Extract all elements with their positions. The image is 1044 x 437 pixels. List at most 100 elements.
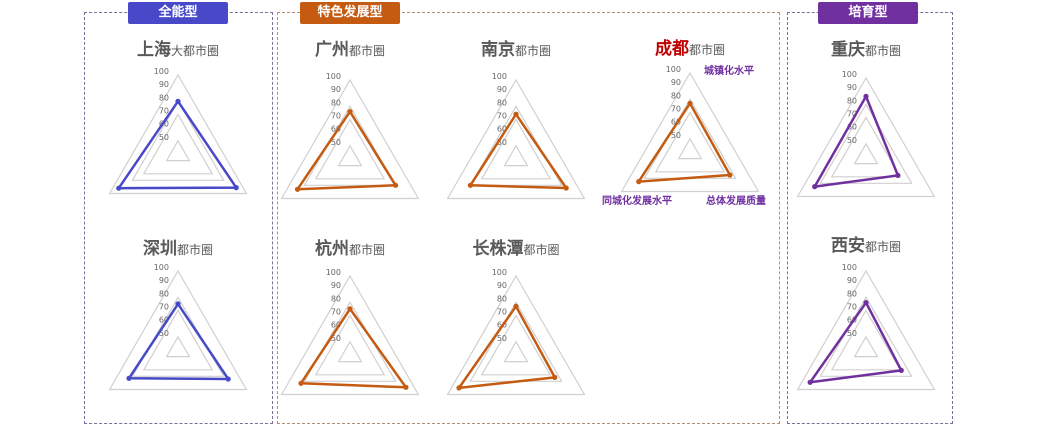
grid-ring-100 bbox=[446, 78, 586, 200]
radar-chart-4: 50 60 70 80 90 100 南京都市圈 bbox=[446, 39, 586, 200]
city-name: 广州 bbox=[315, 39, 349, 60]
data-point-2 bbox=[898, 367, 904, 373]
data-point-1 bbox=[175, 98, 181, 104]
grid-ring-100 bbox=[446, 274, 586, 396]
data-point-1 bbox=[175, 301, 181, 307]
grid-ring-50 bbox=[165, 139, 191, 162]
tick-label-100: 100 bbox=[842, 263, 857, 272]
city-suffix: 都市圈 bbox=[523, 242, 559, 257]
data-point-1 bbox=[347, 109, 353, 115]
radar-chart-6: 50 60 70 80 90 100 杭州都市圈 bbox=[280, 238, 420, 396]
tick-label-90: 90 bbox=[847, 276, 857, 285]
tick-label-50: 50 bbox=[497, 138, 507, 147]
data-point-2 bbox=[552, 374, 558, 380]
tick-label-100: 100 bbox=[666, 65, 681, 74]
tick-label-80: 80 bbox=[331, 98, 341, 107]
tick-label-80: 80 bbox=[671, 91, 681, 100]
tick-label-80: 80 bbox=[159, 289, 169, 298]
grid-ring-50 bbox=[337, 144, 363, 167]
chart-title: 深圳都市圈 bbox=[143, 238, 213, 259]
tick-label-50: 50 bbox=[847, 329, 857, 338]
grid-ring-70 bbox=[480, 118, 552, 180]
city-suffix: 都市圈 bbox=[865, 239, 901, 254]
data-point-2 bbox=[895, 172, 901, 178]
tick-label-60: 60 bbox=[159, 316, 169, 325]
tick-label-60: 60 bbox=[331, 125, 341, 134]
tick-label-70: 70 bbox=[331, 308, 341, 317]
series-line bbox=[469, 112, 568, 190]
city-name: 长株潭 bbox=[472, 238, 523, 259]
grid-ring-50 bbox=[503, 340, 529, 363]
grid-ring-50 bbox=[337, 340, 363, 363]
axis-label-2: 总体发展质量 bbox=[706, 194, 766, 207]
data-point-3 bbox=[116, 185, 122, 191]
data-point-3 bbox=[812, 184, 818, 190]
tick-label-100: 100 bbox=[842, 70, 857, 79]
tick-label-100: 100 bbox=[326, 268, 341, 277]
tick-label-70: 70 bbox=[159, 303, 169, 312]
grid-ring-70 bbox=[142, 309, 214, 371]
tick-label-70: 70 bbox=[159, 107, 169, 116]
grid-ring-70 bbox=[314, 314, 386, 376]
grid-ring-100 bbox=[796, 76, 936, 198]
data-point-3 bbox=[294, 186, 301, 192]
tick-label-100: 100 bbox=[492, 72, 507, 81]
city-name: 南京 bbox=[481, 39, 515, 60]
tick-label-70: 70 bbox=[497, 112, 507, 121]
tick-label-90: 90 bbox=[159, 276, 169, 285]
tick-label-80: 80 bbox=[159, 93, 169, 102]
city-suffix: 都市圈 bbox=[865, 43, 901, 58]
group-tag-comprehensive: 全能型 bbox=[128, 2, 228, 24]
series-line bbox=[457, 305, 557, 390]
data-point-1 bbox=[347, 306, 353, 312]
grid-ring-100 bbox=[108, 73, 248, 195]
grid-ring-70 bbox=[314, 118, 386, 180]
data-point-2 bbox=[225, 376, 231, 382]
grid-ring-100 bbox=[108, 269, 248, 391]
tick-label-50: 50 bbox=[331, 138, 341, 147]
grid-ring-70 bbox=[142, 113, 214, 175]
tick-label-100: 100 bbox=[326, 72, 341, 81]
city-suffix: 都市圈 bbox=[349, 242, 385, 257]
data-point-2 bbox=[393, 182, 399, 188]
chart-title: 重庆都市圈 bbox=[831, 39, 901, 60]
tick-label-80: 80 bbox=[331, 294, 341, 303]
data-point-3 bbox=[126, 375, 132, 381]
tick-label-80: 80 bbox=[497, 98, 507, 107]
tick-label-70: 70 bbox=[847, 110, 857, 119]
tick-label-80: 80 bbox=[497, 294, 507, 303]
city-name: 西安 bbox=[831, 235, 865, 256]
data-point-2 bbox=[233, 185, 239, 191]
series-line bbox=[299, 307, 408, 389]
chart-title: 广州都市圈 bbox=[315, 39, 385, 60]
tick-label-70: 70 bbox=[497, 308, 507, 317]
tick-label-90: 90 bbox=[847, 83, 857, 92]
tick-label-60: 60 bbox=[671, 118, 681, 127]
tick-label-50: 50 bbox=[671, 131, 681, 140]
data-point-1 bbox=[863, 93, 869, 99]
city-name: 杭州 bbox=[315, 238, 349, 259]
radar-chart-9: 50 60 70 80 90 100 西安都市圈 bbox=[796, 235, 936, 391]
grid-ring-50 bbox=[503, 144, 529, 167]
group-tag-featured: 特色发展型 bbox=[300, 2, 400, 24]
grid-ring-100 bbox=[280, 78, 420, 200]
tick-label-70: 70 bbox=[671, 105, 681, 114]
tick-label-100: 100 bbox=[154, 263, 169, 272]
grid-ring-70 bbox=[830, 116, 902, 178]
group-tag-cultivating: 培育型 bbox=[818, 2, 918, 24]
grid-ring-50 bbox=[165, 335, 191, 358]
chart-title: 成都都市圈 bbox=[655, 38, 725, 59]
axis-label-3: 同城化发展水平 bbox=[602, 194, 672, 207]
grid-ring-100 bbox=[796, 269, 936, 391]
grid-ring-80 bbox=[131, 100, 225, 181]
series-line bbox=[808, 301, 903, 384]
tick-label-60: 60 bbox=[497, 125, 507, 134]
data-point-1 bbox=[513, 303, 519, 309]
grid-ring-80 bbox=[819, 103, 913, 184]
tick-label-100: 100 bbox=[154, 67, 169, 76]
radar-chart-3: 50 60 70 80 90 100 广州都市圈 bbox=[280, 39, 420, 200]
